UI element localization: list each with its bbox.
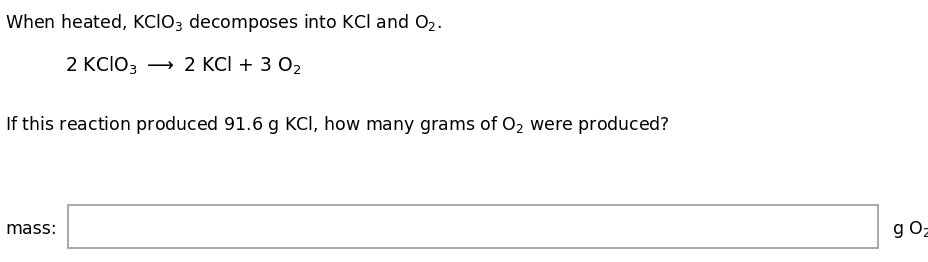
Text: mass:: mass: [5, 220, 57, 238]
Text: If this reaction produced 91.6 g KCl, how many grams of O$_2$ were produced?: If this reaction produced 91.6 g KCl, ho… [5, 114, 669, 136]
Text: g O$_2$: g O$_2$ [891, 219, 928, 239]
Text: 2 KClO$_3$ $\longrightarrow$ 2 KCl + 3 O$_2$: 2 KClO$_3$ $\longrightarrow$ 2 KCl + 3 O… [65, 55, 302, 77]
Text: When heated, KClO$_3$ decomposes into KCl and O$_2$.: When heated, KClO$_3$ decomposes into KC… [5, 12, 441, 34]
FancyBboxPatch shape [68, 205, 877, 248]
